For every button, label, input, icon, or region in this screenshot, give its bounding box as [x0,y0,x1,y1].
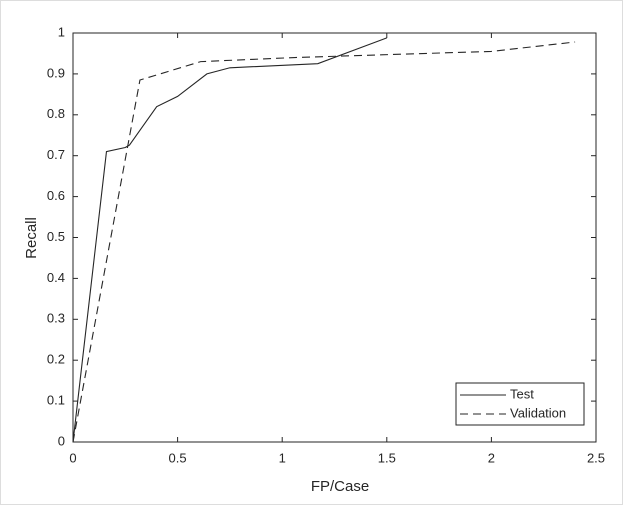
x-tick-label: 1 [279,450,286,465]
y-tick-label: 0 [58,433,65,448]
y-tick-label: 0.9 [47,65,65,80]
y-axis-label: Recall [23,217,40,259]
x-tick-label: 0 [69,450,76,465]
y-tick-label: 0.3 [47,311,65,326]
y-tick-label: 0.2 [47,352,65,367]
legend-label: Validation [510,405,566,420]
x-axis-label: FP/Case [311,478,369,495]
y-tick-label: 1 [58,24,65,39]
y-tick-label: 0.5 [47,229,65,244]
x-tick-label: 2.5 [587,450,605,465]
y-tick-label: 0.4 [47,270,65,285]
legend-label: Test [510,386,534,401]
x-tick-label: 0.5 [169,450,187,465]
x-tick-label: 1.5 [378,450,396,465]
y-tick-label: 0.1 [47,393,65,408]
x-tick-label: 2 [488,450,495,465]
y-tick-label: 0.8 [47,106,65,121]
legend-box [455,382,585,426]
y-tick-label: 0.7 [47,147,65,162]
line-series [72,41,576,443]
y-tick-label: 0.6 [47,188,65,203]
line-series [72,37,387,443]
